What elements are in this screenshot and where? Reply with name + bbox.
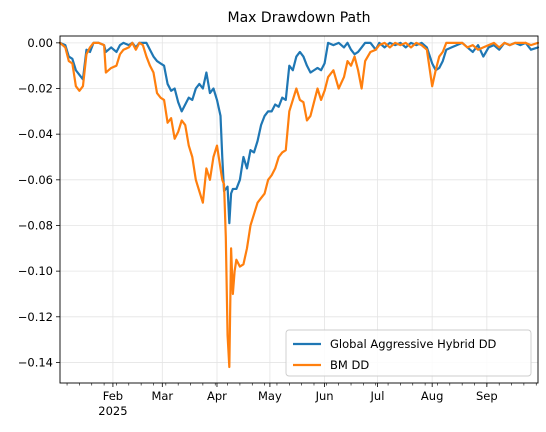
x-tick-label: Jul [370,389,385,403]
series-lines [58,41,540,369]
x-tick-label: Mar [151,389,173,403]
x-tick-label: Jun [315,389,334,403]
y-tick-label: −0.10 [18,264,53,278]
legend-label-global-aggressive-hybrid-dd: Global Aggressive Hybrid DD [330,337,497,351]
series-line-global-aggressive-hybrid-dd [58,41,540,225]
legend-box [285,329,532,377]
y-tick-label: −0.12 [18,310,53,324]
x-tick-label: Sep [476,389,498,403]
plot-frame [59,35,539,384]
x-tick-sublabel: 2025 [98,404,127,418]
y-tick-label: −0.02 [18,82,53,96]
chart-title: Max Drawdown Path [228,10,371,26]
y-tick-label: −0.14 [18,355,53,369]
grid [60,36,538,383]
y-tick-label: −0.06 [18,173,53,187]
y-tick-label: −0.08 [18,218,53,232]
legend-label-bm-dd: BM DD [330,358,369,372]
legend: Global Aggressive Hybrid DD BM DD [285,329,532,377]
x-tick-label: Aug [421,389,443,403]
series-line-bm-dd [58,41,540,369]
x-tick-label: Feb [103,389,123,403]
y-tick-label: 0.00 [27,36,53,50]
y-tick-label: −0.04 [18,127,53,141]
x-tick-label: May [258,389,282,403]
x-tick-label: Apr [207,389,227,403]
y-axis: 0.00 −0.02 −0.04 −0.06 −0.08 −0.10 −0.12 −0.14 [18,36,60,369]
